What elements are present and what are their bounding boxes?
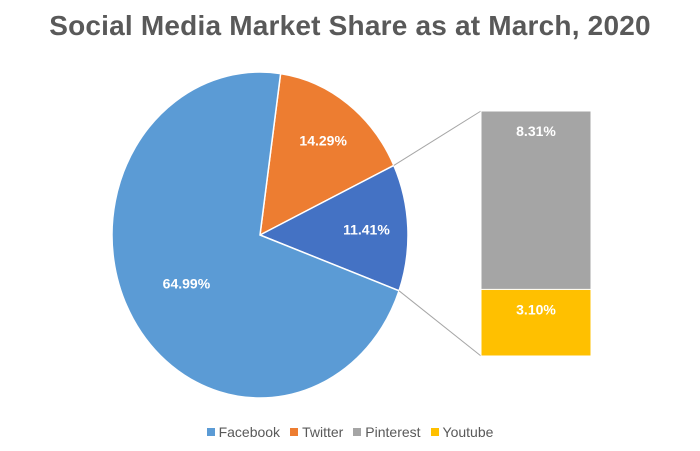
pie-label-twitter: 14.29% [299, 132, 347, 148]
legend-item-facebook: Facebook [206, 424, 281, 440]
legend-swatch-youtube [430, 428, 439, 436]
legend-label-pinterest: Pinterest [365, 424, 421, 440]
pie: 14.29% 11.41% 64.99% [111, 71, 409, 399]
legend: Facebook Twitter Pinterest Youtube [0, 424, 700, 440]
bar-segment-pinterest [480, 110, 592, 290]
pie-slice-other [258, 164, 409, 292]
pie-label-other: 11.41% [343, 222, 390, 238]
connector-line-bottom [398, 290, 482, 357]
legend-item-twitter: Twitter [290, 424, 343, 440]
legend-swatch-facebook [206, 428, 215, 436]
legend-swatch-pinterest [353, 428, 362, 436]
bar-label-pinterest: 8.31% [516, 123, 556, 139]
pie-slice-twitter [259, 72, 395, 237]
chart-title: Social Media Market Share as at March, 2… [49, 10, 651, 41]
legend-label-facebook: Facebook [218, 424, 281, 440]
legend-label-twitter: Twitter [302, 424, 344, 440]
legend-item-pinterest: Pinterest [353, 424, 421, 440]
connector-lines [393, 110, 482, 357]
bar-of-pie: 8.31% 3.10% [480, 110, 592, 357]
bar-segment-youtube [480, 288, 592, 357]
bar-label-youtube: 3.10% [516, 301, 556, 317]
legend-item-youtube: Youtube [430, 424, 494, 440]
legend-label-youtube: Youtube [442, 424, 494, 440]
legend-swatch-twitter [290, 428, 299, 436]
connector-line-top [393, 110, 482, 166]
pie-label-facebook: 64.99% [163, 276, 211, 292]
pie-slice-facebook [111, 71, 400, 399]
